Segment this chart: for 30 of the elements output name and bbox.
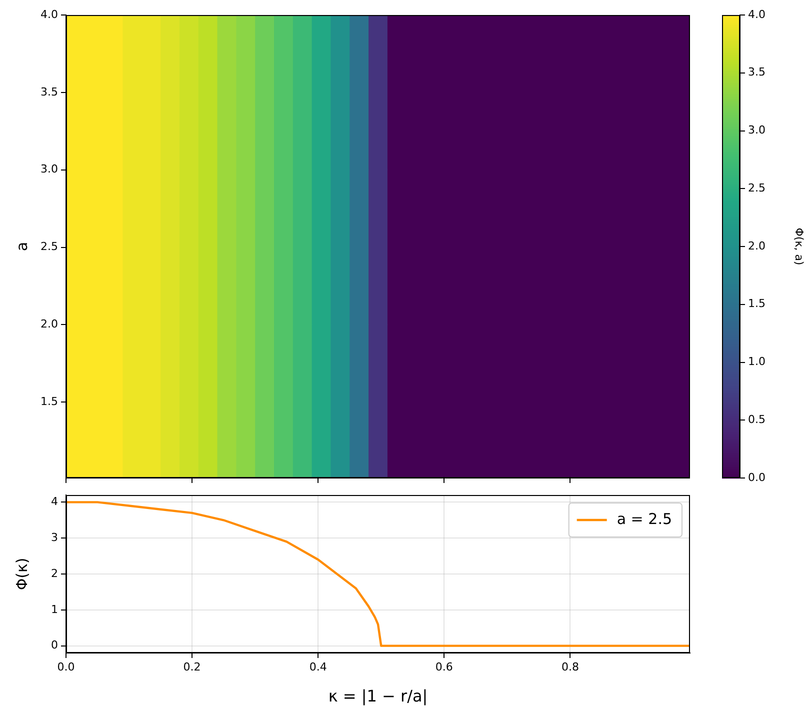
y-tick-label: 2 (51, 566, 58, 580)
color-bar-label: 3.5 (748, 66, 766, 79)
y-tick-label: 1.5 (40, 394, 58, 408)
color-bar-label: 4.0 (748, 8, 766, 21)
x-tick-label: 0.4 (309, 660, 327, 674)
legend-label: a = 2.5 (616, 510, 672, 528)
y-tick-label: 3.0 (40, 162, 58, 176)
color-bar-label: 0.0 (748, 470, 766, 484)
color-bar-label: 2.0 (748, 239, 766, 252)
color-bar-label: 2.5 (748, 181, 766, 194)
y-tick-label: 2.5 (40, 240, 58, 254)
x-axis-title: κ = |1 − r/a| (328, 686, 428, 706)
color-bar-label: 1.5 (748, 297, 766, 310)
x-tick-label: 0.8 (561, 660, 579, 674)
y-tick-label: 4.0 (40, 8, 58, 21)
x-tick-label: 0.0 (57, 660, 75, 674)
y-tick-label: 3.5 (40, 85, 58, 98)
y-tick-label: 0 (51, 638, 58, 652)
x-tick-label: 0.6 (435, 660, 453, 674)
color-bar-label: 1.0 (748, 355, 766, 368)
y-tick-label: 1 (51, 602, 58, 616)
color-bar-title: Φ(κ, a) (792, 228, 806, 266)
y-tick-label: 4 (51, 495, 58, 508)
y-tick-label: 2.0 (40, 318, 58, 331)
y-axis-title: a (12, 242, 31, 252)
y-axis-title: Φ(κ) (12, 558, 31, 590)
color-bar-label: 3.0 (748, 124, 766, 137)
x-tick-label: 0.2 (183, 660, 201, 674)
color-bar-label: 0.5 (748, 412, 766, 426)
y-tick-label: 3 (51, 530, 58, 544)
